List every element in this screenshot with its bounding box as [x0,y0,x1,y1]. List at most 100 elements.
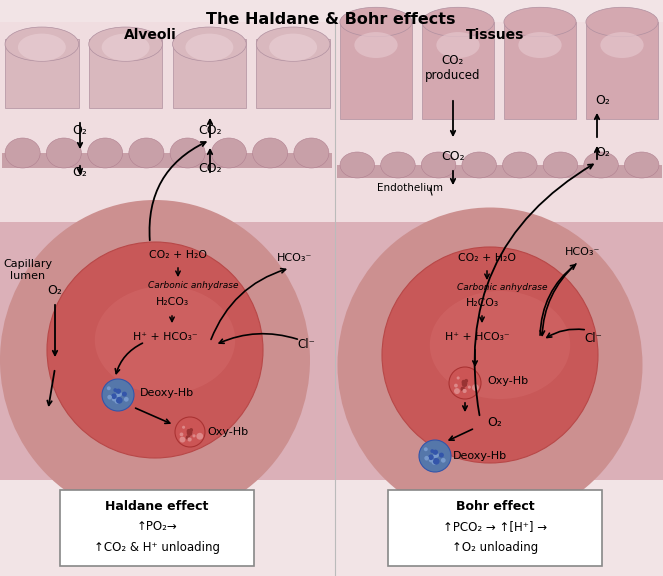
Text: Cl⁻: Cl⁻ [297,339,315,351]
Circle shape [186,435,190,440]
Bar [5,39,79,108]
Text: H⁺ + HCO₃⁻: H⁺ + HCO₃⁻ [445,332,509,342]
Text: Carbonic anhydrase: Carbonic anhydrase [457,282,547,291]
Circle shape [432,454,436,458]
Circle shape [117,392,122,397]
Text: Cl⁻: Cl⁻ [584,332,602,344]
Circle shape [190,428,193,432]
Ellipse shape [436,32,479,58]
Circle shape [472,384,479,391]
Circle shape [382,247,598,463]
Circle shape [441,458,446,463]
Circle shape [122,392,127,397]
Bar [340,22,412,119]
Circle shape [124,397,129,401]
Circle shape [462,389,467,393]
Bar [335,22,663,222]
Circle shape [196,433,204,439]
Ellipse shape [422,7,494,37]
Ellipse shape [186,33,233,61]
Circle shape [457,377,459,380]
Ellipse shape [88,138,123,168]
Ellipse shape [381,152,415,178]
Circle shape [188,437,192,442]
Bar [2,153,332,168]
Ellipse shape [172,27,246,61]
Ellipse shape [253,138,288,168]
Text: H₂CO₃: H₂CO₃ [155,297,188,307]
Circle shape [433,458,440,465]
Circle shape [192,434,196,437]
Bar [0,175,335,480]
Text: CO₂ + H₂O: CO₂ + H₂O [149,250,207,260]
Ellipse shape [625,152,659,178]
Circle shape [182,426,185,429]
Circle shape [434,453,439,458]
Circle shape [454,388,460,394]
Circle shape [461,386,465,391]
Ellipse shape [421,152,456,178]
Ellipse shape [354,32,398,58]
Ellipse shape [5,27,79,61]
Ellipse shape [211,138,247,168]
Circle shape [433,450,438,455]
Text: CO₂: CO₂ [198,161,222,175]
Circle shape [175,417,205,447]
Ellipse shape [294,138,329,168]
Text: CO₂ + H₂O: CO₂ + H₂O [458,253,516,263]
Circle shape [112,397,116,401]
Ellipse shape [586,7,658,37]
Text: ↑O₂ unloading: ↑O₂ unloading [452,540,538,554]
Ellipse shape [543,152,577,178]
Ellipse shape [518,32,562,58]
Text: O₂: O₂ [48,283,62,297]
Ellipse shape [170,138,205,168]
Circle shape [187,429,192,434]
Text: O₂: O₂ [72,165,88,179]
Bar [504,22,576,119]
Circle shape [462,380,467,385]
Circle shape [419,440,451,472]
Text: Bohr effect: Bohr effect [455,499,534,513]
Text: O₂: O₂ [595,146,611,158]
Circle shape [115,393,119,397]
Text: ↑PO₂→: ↑PO₂→ [137,521,178,533]
Bar [0,22,335,222]
Text: ↑PCO₂ → ↑[H⁺] →: ↑PCO₂ → ↑[H⁺] → [443,521,547,533]
Bar [335,175,663,480]
Circle shape [464,383,467,386]
Ellipse shape [601,32,644,58]
Circle shape [190,432,192,435]
Circle shape [430,449,434,453]
Circle shape [47,242,263,458]
Bar [257,39,330,108]
Circle shape [116,397,123,404]
Bar [335,480,663,576]
Text: CO₂: CO₂ [441,150,465,164]
Circle shape [107,395,112,400]
Ellipse shape [340,7,412,37]
Text: H₂CO₃: H₂CO₃ [465,298,499,308]
Ellipse shape [337,207,642,522]
Circle shape [187,430,192,436]
Ellipse shape [584,152,619,178]
Circle shape [102,379,134,411]
Circle shape [111,393,117,399]
Bar [172,39,246,108]
Ellipse shape [503,152,537,178]
Circle shape [180,433,184,436]
Ellipse shape [340,152,375,178]
Ellipse shape [129,138,164,168]
Ellipse shape [462,152,497,178]
Text: Deoxy-Hb: Deoxy-Hb [453,451,507,461]
Circle shape [187,429,191,433]
Ellipse shape [5,138,40,168]
Ellipse shape [504,7,576,37]
Ellipse shape [0,200,310,520]
Circle shape [467,385,471,389]
Ellipse shape [18,33,66,61]
Circle shape [424,448,428,451]
Text: Oxy-Hb: Oxy-Hb [487,376,528,386]
Text: CO₂: CO₂ [198,123,222,137]
FancyBboxPatch shape [60,490,254,566]
